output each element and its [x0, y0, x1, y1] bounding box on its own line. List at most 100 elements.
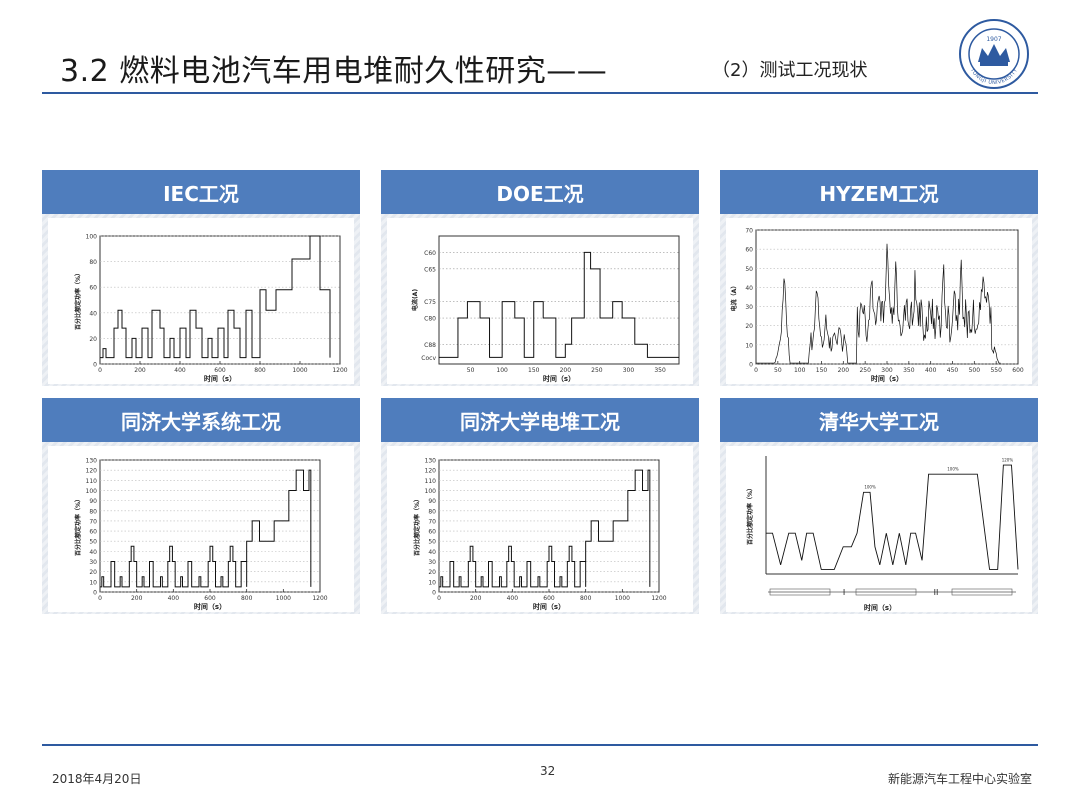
x-tick-label: 150: [528, 367, 540, 374]
tongji-series-line: [100, 469, 312, 588]
panel-title: 清华大学工况: [720, 398, 1038, 442]
x-tick-label: 450: [947, 367, 959, 374]
x-tick-label: 400: [507, 595, 519, 602]
y-tick-label: C65: [424, 266, 436, 273]
x-tick-label: 200: [134, 367, 146, 374]
y-axis-label: 百分比额定功率（%）: [413, 496, 421, 556]
y-tick-label: 110: [86, 478, 98, 485]
y-tick-label: 90: [428, 498, 436, 505]
y-tick-label: 100: [86, 488, 98, 495]
annotation-label: 100%: [947, 466, 959, 471]
panel-tongji-stack: 同济大学电堆工况 0 10 20 30 40 50 60 70 80 90 100 110 120 130…: [381, 398, 699, 614]
x-axis-label: 时间（s）: [543, 374, 575, 383]
phase-arrow: [769, 588, 831, 596]
y-tick-label: 30: [428, 559, 436, 566]
x-tick-label: 400: [174, 367, 186, 374]
x-tick-label: 300: [623, 367, 635, 374]
x-tick-label: 1200: [651, 595, 666, 602]
y-axis-label: 电流(A): [411, 289, 419, 311]
y-tick-label: 120: [425, 468, 437, 475]
panel-hyzem: HYZEM工况 0 10 20 30 40 50 60 70 0 50 100 150 200 250 30…: [720, 170, 1038, 386]
y-tick-label: Cocv: [421, 355, 436, 362]
x-tick-label: 1200: [332, 367, 347, 374]
title-divider: [42, 92, 1038, 94]
y-tick-label: 110: [425, 478, 437, 485]
annotation-label: 120%: [1002, 457, 1014, 462]
footer-date: 2018年4月20日: [52, 772, 142, 786]
x-tick-label: 0: [98, 367, 102, 374]
slide-subtitle: （2）测试工况现状: [712, 60, 868, 81]
university-logo: 1907 TONGJI UNIVERSITY: [958, 18, 1030, 90]
x-tick-label: 300: [881, 367, 893, 374]
x-tick-label: 50: [774, 367, 782, 374]
title-bar: 3.2 燃料电池汽车用电堆耐久性研究—— （2）测试工况现状: [40, 38, 900, 90]
x-axis-label: 时间（s）: [194, 602, 226, 611]
x-tick-label: 600: [1012, 367, 1024, 374]
x-tick-label: 100: [794, 367, 806, 374]
y-tick-label: 60: [89, 529, 97, 536]
plot-frame: [438, 235, 680, 365]
x-tick-label: 250: [859, 367, 871, 374]
x-tick-label: 200: [838, 367, 850, 374]
y-tick-label: 0: [749, 362, 753, 369]
x-tick-label: 0: [437, 595, 441, 602]
tsinghua-chart: 百分比额定功率（%） 时间（s） 100% 100% 120% I II: [726, 446, 1032, 612]
y-tick-label: 50: [428, 539, 436, 546]
x-tick-label: 0: [754, 367, 758, 374]
y-tick-label: C88: [424, 342, 436, 349]
hyzem-series-line: [756, 243, 1001, 364]
tongji-series-line: [439, 469, 651, 588]
x-tick-label: 250: [591, 367, 603, 374]
y-tick-label: 70: [89, 518, 97, 525]
y-tick-label: 80: [89, 508, 97, 515]
x-tick-label: 100: [496, 367, 508, 374]
x-tick-label: 400: [925, 367, 937, 374]
y-tick-label: 10: [745, 342, 753, 349]
iec-series-line: [100, 235, 331, 359]
y-tick-label: 20: [89, 569, 97, 576]
x-axis-label: 时间（s）: [533, 602, 565, 611]
x-tick-label: 800: [254, 367, 266, 374]
panel-title: IEC工况: [42, 170, 360, 214]
tongji-system-chart: 0 10 20 30 40 50 60 70 80 90 100 110 120 130 0 200 400 60…: [48, 446, 354, 612]
y-tick-label: C75: [424, 299, 436, 306]
y-tick-label: 130: [425, 458, 437, 465]
y-tick-label: 40: [428, 549, 436, 556]
x-axis-label: 时间（s）: [204, 374, 236, 383]
tsinghua-series-line: [766, 464, 1019, 570]
y-tick-label: 50: [745, 266, 753, 273]
x-tick-label: 600: [214, 367, 226, 374]
y-axis-label: 百分比额定功率（%）: [746, 485, 754, 545]
hyzem-chart: 0 10 20 30 40 50 60 70 0 50 100 150 200 250 300 350 400 4…: [726, 218, 1032, 384]
y-tick-label: 120: [86, 468, 98, 475]
y-tick-label: 20: [745, 323, 753, 330]
y-tick-label: 50: [89, 539, 97, 546]
slide-title: 3.2 燃料电池汽车用电堆耐久性研究——: [60, 54, 608, 89]
x-tick-label: 1000: [276, 595, 291, 602]
x-tick-label: 150: [816, 367, 828, 374]
y-tick-label: C60: [424, 250, 436, 257]
doe-series-line: [439, 251, 679, 358]
y-axis-label: 百分比额定功率（%）: [74, 496, 82, 556]
y-tick-label: 0: [93, 362, 97, 369]
y-tick-label: 70: [745, 228, 753, 235]
page-number: 32: [540, 764, 556, 778]
y-tick-label: 60: [89, 285, 97, 292]
y-tick-label: 0: [93, 590, 97, 597]
plot-frame: [99, 459, 321, 593]
phase-label: I: [843, 588, 845, 597]
y-tick-label: 30: [745, 304, 753, 311]
panel-title: 同济大学系统工况: [42, 398, 360, 442]
x-tick-label: 50: [467, 367, 475, 374]
footer-divider: [42, 744, 1038, 746]
y-axis-label: 百分比额定功率（%）: [74, 270, 82, 330]
x-tick-label: 350: [654, 367, 666, 374]
y-tick-label: 20: [428, 569, 436, 576]
y-tick-label: 20: [89, 336, 97, 343]
y-tick-label: 10: [89, 579, 97, 586]
x-tick-label: 200: [560, 367, 572, 374]
x-tick-label: 0: [98, 595, 102, 602]
y-tick-label: 30: [89, 559, 97, 566]
y-tick-label: 100: [425, 488, 437, 495]
y-tick-label: 90: [89, 498, 97, 505]
